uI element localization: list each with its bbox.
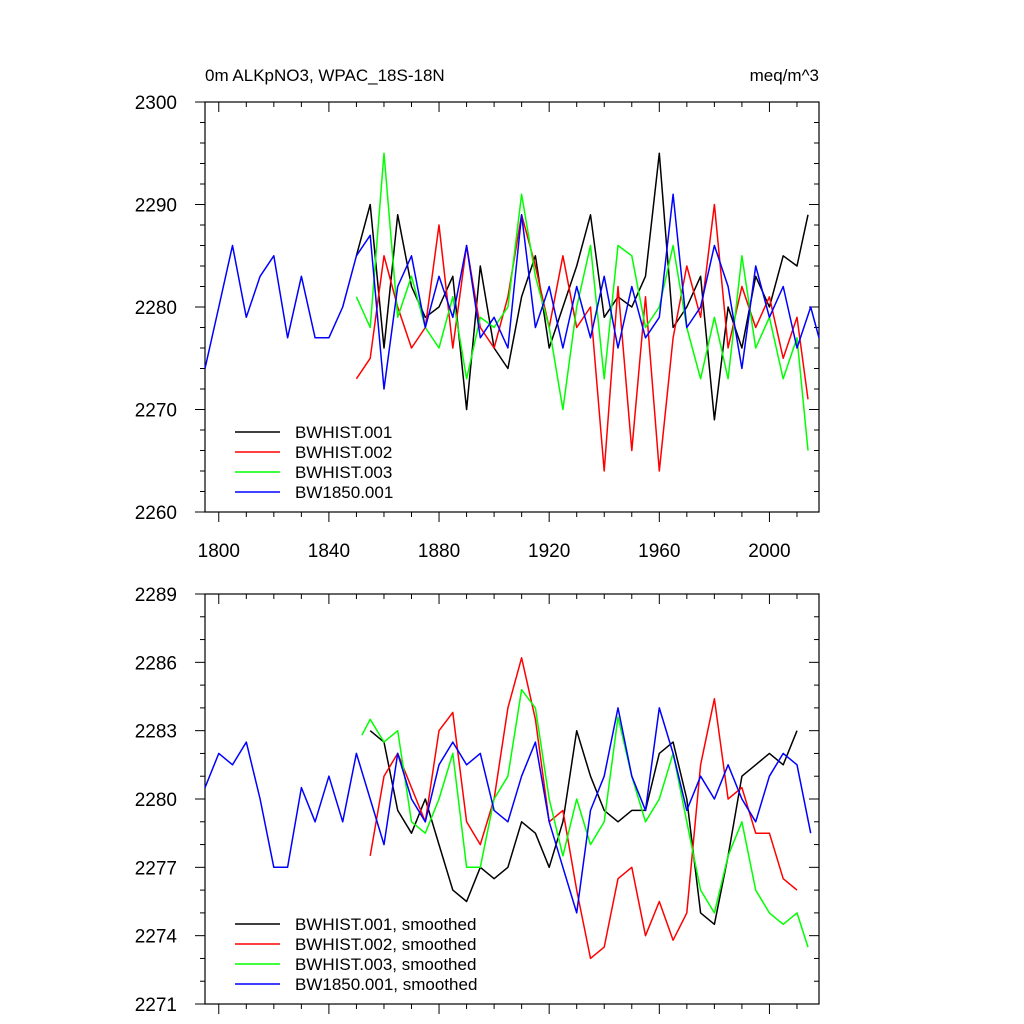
legend-label-2: BWHIST.002 — [295, 443, 392, 462]
legend-label-3: BWHIST.003 — [295, 463, 392, 482]
series-line-3 — [355, 152, 809, 451]
y-tick-label: 2289 — [135, 585, 177, 606]
series-line-2 — [369, 657, 798, 960]
x-tick-label: 1840 — [308, 541, 350, 562]
legend-label-1: BWHIST.001 — [295, 423, 392, 442]
y-tick-label: 2277 — [135, 858, 177, 879]
top-plot: 0m ALKpNO3, WPAC_18S-18N meq/m^3 1800 184… — [135, 66, 820, 562]
y-tick-label: 2274 — [135, 927, 178, 948]
legend-label-2: BWHIST.002, smoothed — [295, 935, 476, 954]
bottom-plot-ticks: 2271 2274 2277 2280 2283 2286 2289 — [135, 585, 819, 1016]
y-tick-label: 2260 — [135, 503, 177, 524]
y-tick-label: 2280 — [135, 298, 177, 319]
legend-label-3: BWHIST.003, smoothed — [295, 955, 476, 974]
x-tick-label: 1880 — [418, 541, 460, 562]
y-tick-label: 2270 — [135, 401, 177, 422]
x-tick-label: 1800 — [198, 541, 240, 562]
x-tick-label: 1960 — [638, 541, 680, 562]
x-tick-label: 2000 — [748, 541, 790, 562]
legend-label-4: BW1850.001 — [295, 483, 393, 502]
series-line-1 — [355, 152, 809, 421]
legend-label-4: BW1850.001, smoothed — [295, 975, 477, 994]
bottom-plot-series — [204, 657, 812, 960]
series-line-3 — [361, 688, 809, 948]
legend-label-1: BWHIST.001, smoothed — [295, 915, 476, 934]
bottom-plot: 2271 2274 2277 2280 2283 2286 2289 BWHIST.001,… — [135, 585, 820, 1016]
top-plot-units: meq/m^3 — [750, 66, 819, 85]
y-tick-label: 2271 — [135, 995, 177, 1016]
series-line-4 — [204, 707, 812, 914]
top-plot-title: 0m ALKpNO3, WPAC_18S-18N — [205, 66, 445, 85]
top-plot-ticks: 1800 1840 1880 1920 1960 2000 2260 2270 2280 2290… — [135, 93, 819, 562]
y-tick-label: 2280 — [135, 790, 177, 811]
series-line-4 — [204, 193, 820, 390]
top-plot-series — [204, 152, 820, 472]
x-tick-label: 1920 — [528, 541, 570, 562]
y-tick-label: 2286 — [135, 653, 177, 674]
y-tick-label: 2290 — [135, 196, 177, 217]
y-tick-label: 2300 — [135, 93, 177, 114]
y-tick-label: 2283 — [135, 722, 177, 743]
